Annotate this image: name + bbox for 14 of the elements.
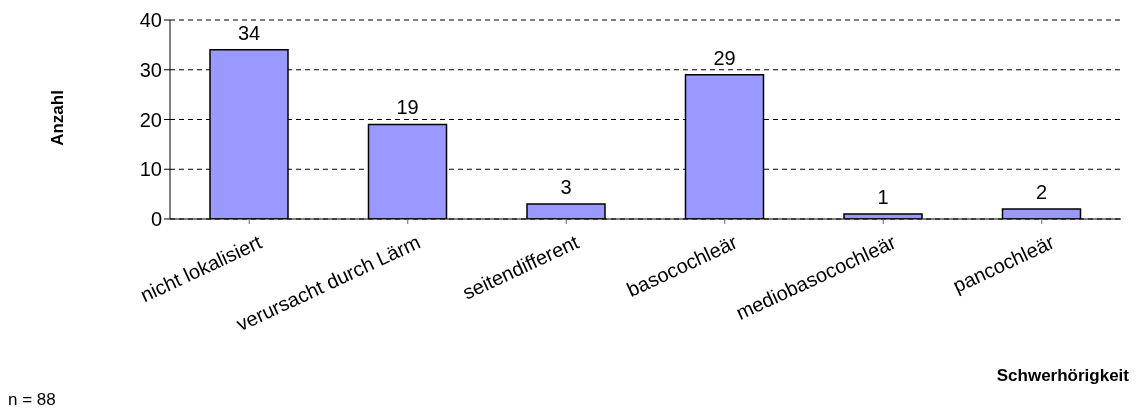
data-label: 34 [237,21,261,44]
y-tick-label: 40 [139,9,162,32]
y-axis-title: Anzahl [48,90,68,146]
y-tick-label: 0 [150,208,162,231]
data-label: 29 [713,46,736,69]
x-axis-title: Schwerhörigkeit [996,366,1129,386]
y-tick-label: 10 [139,158,162,181]
data-label: 2 [1035,181,1048,204]
data-label: 1 [877,186,889,209]
y-tick-label: 20 [139,108,162,131]
data-label: 19 [396,96,419,119]
y-tick-label: 30 [139,58,162,81]
data-label: 3 [560,176,572,199]
text: n = 88 [8,390,56,410]
